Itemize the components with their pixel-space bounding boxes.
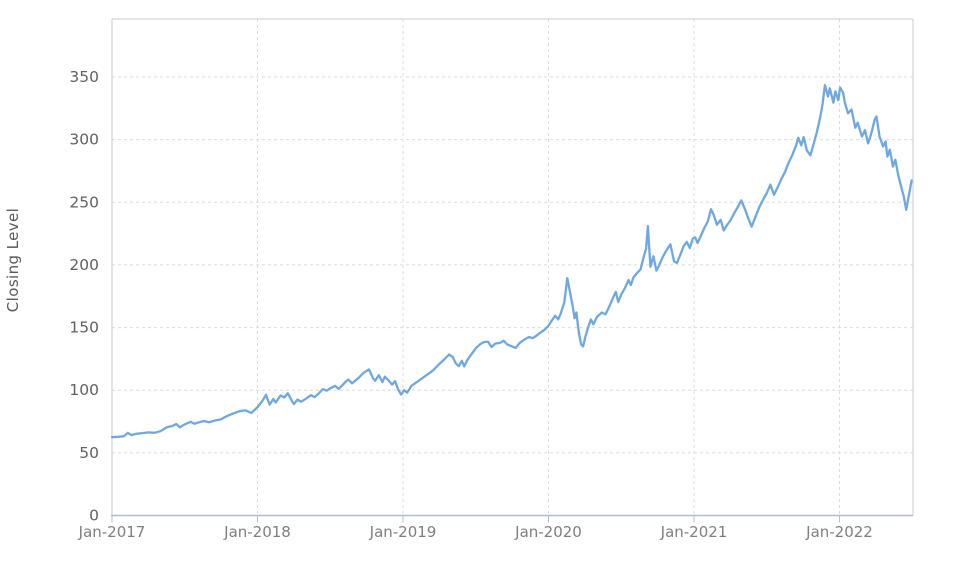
y-tick-label: 0	[89, 507, 99, 525]
x-tick-label: Jan-2022	[805, 523, 873, 541]
closing-level-series	[110, 83, 913, 439]
x-tick-label: Jan-2021	[660, 523, 728, 541]
y-tick-label: 50	[79, 444, 99, 462]
y-tick-label: 300	[69, 131, 99, 149]
y-tick-label: 100	[69, 381, 99, 399]
y-axis-title-text: Closing Level	[4, 207, 22, 313]
x-tick-label: Jan-2017	[78, 523, 146, 541]
x-tick-label: Jan-2020	[514, 523, 582, 541]
y-tick-label: 200	[69, 256, 99, 274]
y-tick-label: 250	[69, 193, 99, 211]
y-tick-label: 350	[69, 68, 99, 86]
x-tick-label: Jan-2019	[369, 523, 437, 541]
y-tick-label: 150	[69, 319, 99, 337]
x-tick-label: Jan-2018	[223, 523, 291, 541]
